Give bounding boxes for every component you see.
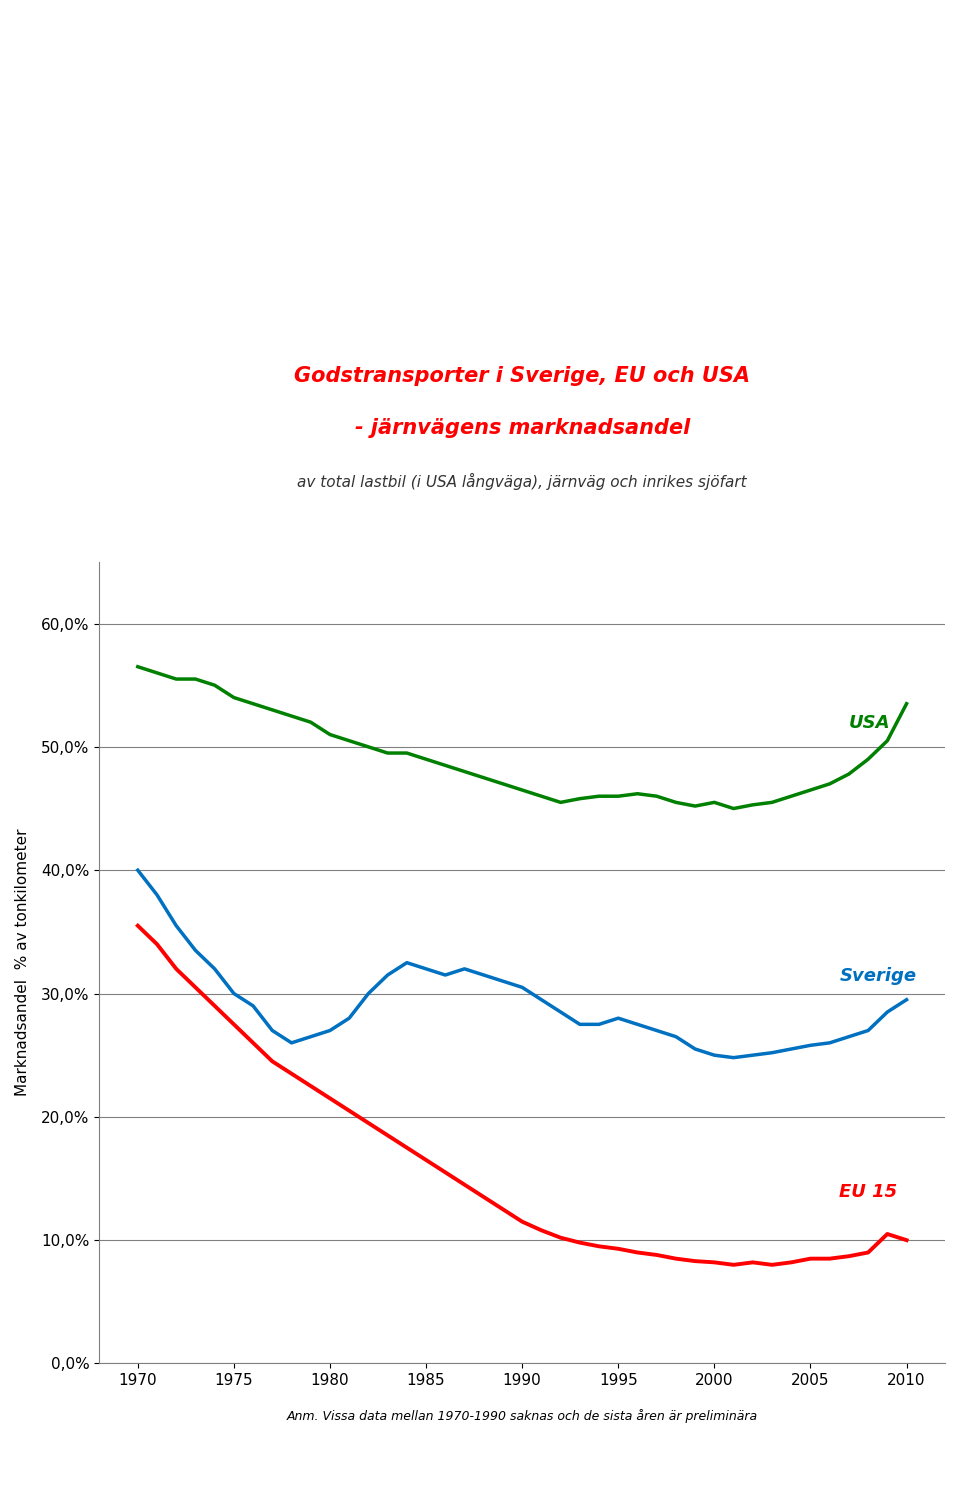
Text: USA: USA (849, 715, 891, 733)
Text: Sverige: Sverige (839, 967, 917, 985)
Text: Anm. Vissa data mellan 1970-1990 saknas och de sista åren är preliminära: Anm. Vissa data mellan 1970-1990 saknas … (287, 1408, 757, 1422)
Text: Godstransporter i Sverige, EU och USA: Godstransporter i Sverige, EU och USA (294, 365, 750, 386)
Text: av total lastbil (i USA långväga), järnväg och inrikes sjöfart: av total lastbil (i USA långväga), järnv… (298, 472, 747, 490)
Text: - järnvägens marknadsandel: - järnvägens marknadsandel (354, 418, 690, 437)
Text: EU 15: EU 15 (839, 1182, 898, 1200)
Y-axis label: Marknadsandel  % av tonkilometer: Marknadsandel % av tonkilometer (15, 829, 30, 1096)
